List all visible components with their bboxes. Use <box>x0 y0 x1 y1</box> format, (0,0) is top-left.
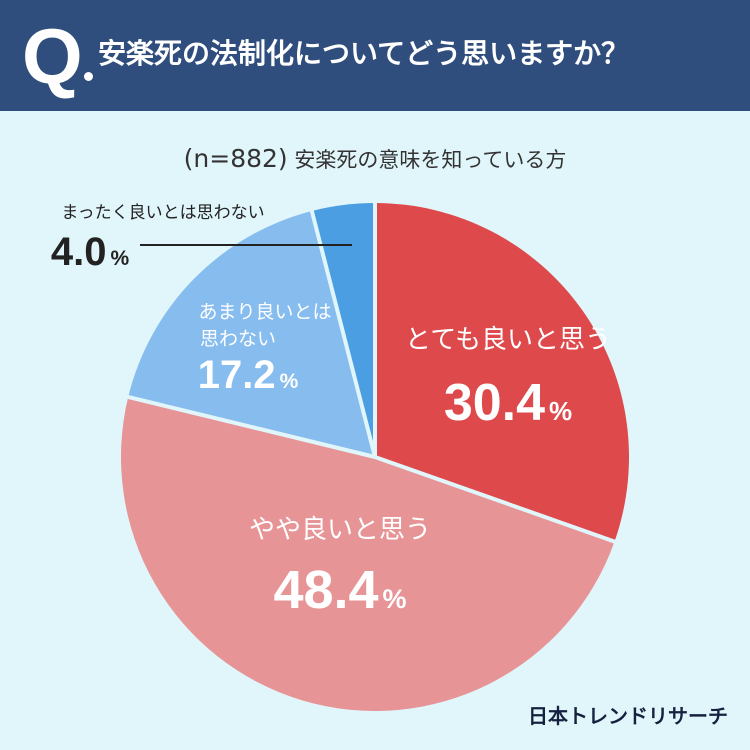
q-mark: Q <box>22 12 83 100</box>
slice-value-1: 30.4% <box>444 374 572 432</box>
pie-slice-2 <box>120 396 615 712</box>
slice-value-3: 17.2% <box>198 353 299 397</box>
slice-separator <box>125 394 376 459</box>
header-bar: Q 安楽死の法制化についてどう思いますか？ <box>0 0 750 111</box>
slice-value-4: 4.0% <box>51 230 130 274</box>
pie-slice-1 <box>375 203 630 542</box>
q-dot <box>84 72 93 81</box>
sample-size: (n=882) <box>183 144 288 173</box>
slice-label-4: まったく良いとは思わない <box>61 203 264 223</box>
slice-label-2: やや良いと思う <box>249 515 431 545</box>
question-title: 安楽死の法制化についてどう思いますか？ <box>98 37 630 70</box>
slice-separator <box>374 455 618 545</box>
slice-separator <box>309 208 377 458</box>
slice-label-1: とても良いと思う <box>405 325 611 355</box>
respondent-group: 安楽死の意味を知っている方 <box>294 148 567 172</box>
slice-value-2: 48.4% <box>273 560 406 620</box>
brand-logo: 日本トレンドリサーチ <box>528 704 728 728</box>
chart-subtitle: (n=882) 安楽死の意味を知っている方 <box>0 143 750 176</box>
slice-label-3: あまり良いとは思わない <box>198 301 331 350</box>
pie-slice-3 <box>128 210 375 457</box>
